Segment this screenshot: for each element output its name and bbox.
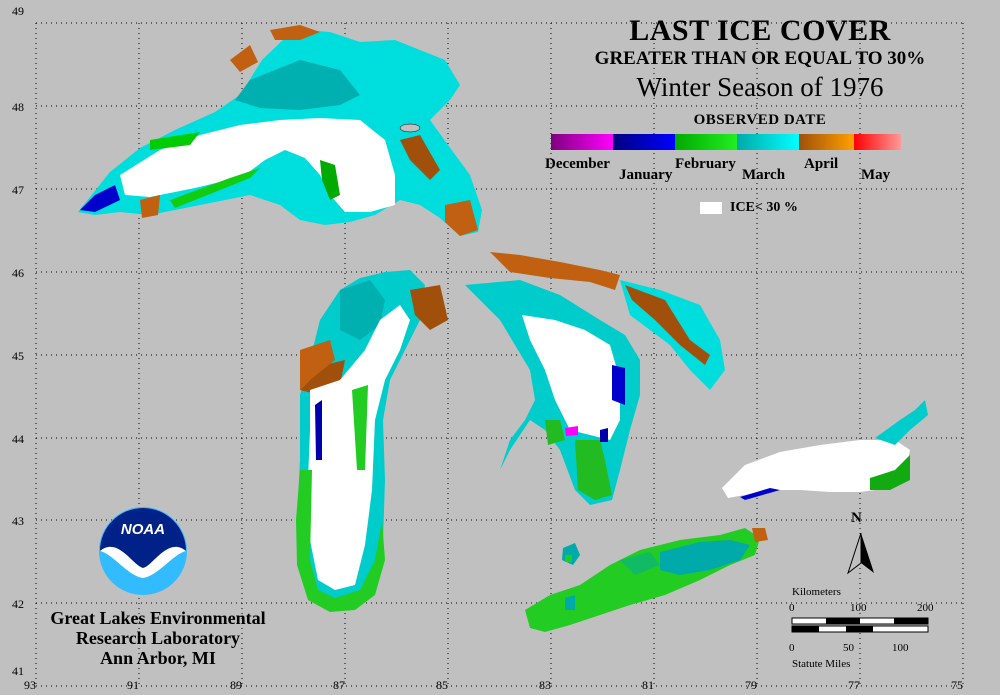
scale-bar xyxy=(791,617,929,633)
y-tick-41: 41 xyxy=(12,664,24,678)
season-title: Winter Season of 1976 xyxy=(636,72,884,102)
scale-km-tick-200: 200 xyxy=(917,602,934,614)
y-tick-47: 47 xyxy=(12,183,24,197)
y-tick-45: 45 xyxy=(12,349,24,363)
scale-mi-tick-100: 100 xyxy=(892,642,909,654)
x-tick-89: 89 xyxy=(230,678,242,692)
scale-mi-tick-50: 50 xyxy=(843,642,854,654)
scale-km-tick-0: 0 xyxy=(789,602,795,614)
legend-colorbar xyxy=(551,134,901,150)
x-tick-93: 93 xyxy=(24,678,36,692)
y-tick-43: 43 xyxy=(12,514,24,528)
y-tick-44: 44 xyxy=(12,432,24,446)
scale-km-label: Kilometers xyxy=(792,586,841,598)
north-label: N xyxy=(851,510,862,526)
legend-label-april: April xyxy=(804,156,839,172)
legend-title: OBSERVED DATE xyxy=(693,112,827,128)
org-name-line1: Great Lakes Environmental xyxy=(50,608,266,628)
legend-swatch-march xyxy=(737,134,799,150)
legend-swatch-february xyxy=(675,134,737,150)
north-arrow-icon xyxy=(847,533,874,575)
org-name-line2: Research Laboratory xyxy=(75,628,241,648)
scale-km-tick-100: 100 xyxy=(850,602,867,614)
legend-label-december: December xyxy=(545,156,610,172)
org-location: Ann Arbor, MI xyxy=(100,648,216,668)
x-tick-91: 91 xyxy=(127,678,139,692)
map-subtitle: GREATER THAN OR EQUAL TO 30% xyxy=(594,48,926,69)
map-title: LAST ICE COVER xyxy=(629,14,891,47)
legend-swatch-december xyxy=(551,134,613,150)
legend-label-january: January xyxy=(619,167,673,183)
scale-mi-label: Statute Miles xyxy=(792,658,851,670)
x-tick-83: 83 xyxy=(539,678,551,692)
legend-label-february: February xyxy=(675,156,736,172)
lake-erie xyxy=(525,528,768,632)
noaa-logo xyxy=(99,507,187,595)
x-tick-77: 77 xyxy=(848,678,860,692)
lake-superior xyxy=(78,25,482,236)
legend-ice-swatch xyxy=(700,202,722,214)
y-tick-42: 42 xyxy=(12,597,24,611)
x-tick-81: 81 xyxy=(642,678,654,692)
scale-mi-tick-0: 0 xyxy=(789,642,795,654)
legend-swatch-april xyxy=(799,134,854,150)
legend-ice-label: ICE< 30 % xyxy=(730,200,798,215)
legend-label-may: May xyxy=(861,167,891,183)
noaa-logo-text: NOAA xyxy=(120,521,166,538)
legend-label-march: March xyxy=(742,167,786,183)
legend-swatch-may xyxy=(854,134,901,150)
lake-ontario xyxy=(722,400,928,500)
lake-michigan xyxy=(296,270,448,612)
x-tick-85: 85 xyxy=(436,678,448,692)
x-tick-87: 87 xyxy=(333,678,345,692)
legend-swatch-january xyxy=(613,134,675,150)
x-tick-79: 79 xyxy=(745,678,757,692)
lake-st-clair xyxy=(562,543,580,565)
x-tick-75: 75 xyxy=(951,678,963,692)
y-tick-46: 46 xyxy=(12,266,24,280)
lake-huron xyxy=(465,252,725,505)
y-tick-49: 49 xyxy=(12,4,24,18)
y-tick-48: 48 xyxy=(12,100,24,114)
